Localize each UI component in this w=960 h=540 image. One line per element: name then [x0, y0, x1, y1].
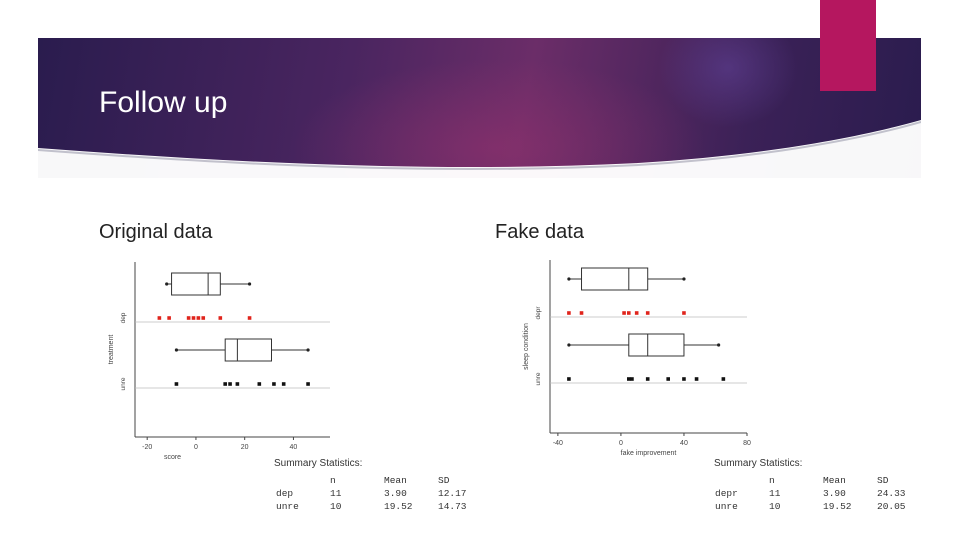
stats-row-n: 10: [769, 501, 781, 512]
x-tick-label: 20: [241, 444, 249, 451]
stats-header-sd: SD: [438, 475, 450, 486]
data-point: [630, 377, 634, 381]
data-point: [721, 377, 726, 381]
title-banner: [38, 38, 921, 178]
data-point: [247, 316, 252, 320]
stats-row-n: 11: [769, 488, 781, 499]
data-point: [694, 377, 699, 381]
data-point: [196, 316, 201, 320]
data-point: [201, 316, 206, 320]
x-tick-label: 40: [680, 440, 688, 447]
whisker-end-low: [567, 343, 571, 347]
stats-row-mean: 3.90: [823, 488, 846, 499]
stats-row-sd: 20.05: [877, 501, 906, 512]
original-data-boxplot: -20 0 20 40 score treatment dep unre: [108, 262, 330, 461]
data-point: [174, 382, 179, 386]
stats-row-label: dep: [276, 488, 294, 499]
whisker-end-high: [682, 277, 686, 281]
stats-row-sd: 24.33: [877, 488, 906, 499]
y-axis-label: treatment: [108, 335, 115, 365]
y-axis-label: sleep condition: [523, 323, 530, 370]
stats-row-n: 11: [330, 488, 342, 499]
stats-row: dep 11 3.90 12.17: [276, 487, 478, 500]
stats-header-sd: SD: [877, 475, 889, 486]
data-point: [281, 382, 286, 386]
fake-data-boxplot: -40 0 40 80 fake improvement sleep condition d…: [523, 260, 751, 457]
x-axis-label: score: [164, 454, 181, 461]
slide-title: Follow up: [99, 86, 228, 119]
right-stats-title: Summary Statistics:: [714, 458, 803, 469]
whisker-end-low: [174, 348, 179, 352]
left-summary-table: n Mean SD dep 11 3.90 12.17 unre 10 19.5…: [276, 474, 478, 513]
stats-row: unre 10 19.52 20.05: [715, 500, 917, 513]
data-point: [567, 377, 571, 381]
data-point: [634, 311, 639, 315]
group-label: depr: [535, 306, 542, 320]
x-tick-label: 40: [290, 444, 298, 451]
stats-row: depr 11 3.90 24.33: [715, 487, 917, 500]
stats-row-sd: 12.17: [438, 488, 467, 499]
group-label: unre: [535, 372, 542, 385]
x-axis-label: fake improvement: [621, 450, 677, 457]
stats-header-mean: Mean: [823, 475, 846, 486]
x-tick-label: 80: [743, 440, 751, 447]
stats-row-mean: 3.90: [384, 488, 407, 499]
box-iqr: [581, 267, 649, 291]
stats-row-label: depr: [715, 488, 738, 499]
data-point: [622, 311, 626, 315]
right-column-heading: Fake data: [495, 221, 584, 243]
right-summary-table: n Mean SD depr 11 3.90 24.33 unre 10 19.…: [715, 474, 917, 513]
data-point: [228, 382, 232, 386]
accent-tab: [820, 0, 876, 91]
box-iqr: [171, 272, 221, 296]
data-point: [682, 377, 686, 381]
data-point: [191, 316, 196, 320]
stats-row-sd: 14.73: [438, 501, 467, 512]
left-stats-title: Summary Statistics:: [274, 458, 363, 469]
data-point: [627, 311, 631, 315]
whisker-end-high: [247, 282, 252, 286]
data-point: [645, 377, 650, 381]
stats-row-label: unre: [715, 501, 738, 512]
x-tick-label: -20: [142, 444, 152, 451]
stats-header-row: n Mean SD: [276, 474, 478, 487]
data-point: [579, 311, 584, 315]
data-point: [157, 316, 162, 320]
data-point: [645, 311, 650, 315]
x-tick-label: 0: [194, 444, 198, 451]
data-point: [167, 316, 171, 320]
stats-header-mean: Mean: [384, 475, 407, 486]
stats-row-mean: 19.52: [823, 501, 852, 512]
data-point: [306, 382, 310, 386]
x-tick-label: -40: [553, 440, 563, 447]
x-tick-label: 0: [619, 440, 623, 447]
group-label: unre: [120, 377, 127, 390]
data-point: [186, 316, 191, 320]
box-iqr: [224, 338, 272, 362]
box-iqr: [628, 333, 685, 357]
left-column-heading: Original data: [99, 221, 213, 243]
data-point: [257, 382, 262, 386]
stats-row-n: 10: [330, 501, 342, 512]
whisker-end-low: [165, 282, 169, 286]
data-point: [218, 316, 223, 320]
whisker-end-high: [717, 343, 721, 347]
stats-header-n: n: [330, 475, 336, 486]
group-label: dep: [120, 312, 127, 323]
data-point: [223, 382, 227, 386]
whisker-end-low: [567, 277, 571, 281]
stats-header-n: n: [769, 475, 775, 486]
banner-swoosh: [38, 120, 921, 178]
data-point: [567, 311, 571, 315]
stats-header-row: n Mean SD: [715, 474, 917, 487]
data-point: [272, 382, 276, 386]
data-point: [235, 382, 240, 386]
stats-row-mean: 19.52: [384, 501, 413, 512]
stats-row-label: unre: [276, 501, 299, 512]
data-point: [666, 377, 670, 381]
stats-row: unre 10 19.52 14.73: [276, 500, 478, 513]
whisker-end-high: [306, 348, 310, 352]
data-point: [627, 377, 631, 381]
data-point: [682, 311, 686, 315]
